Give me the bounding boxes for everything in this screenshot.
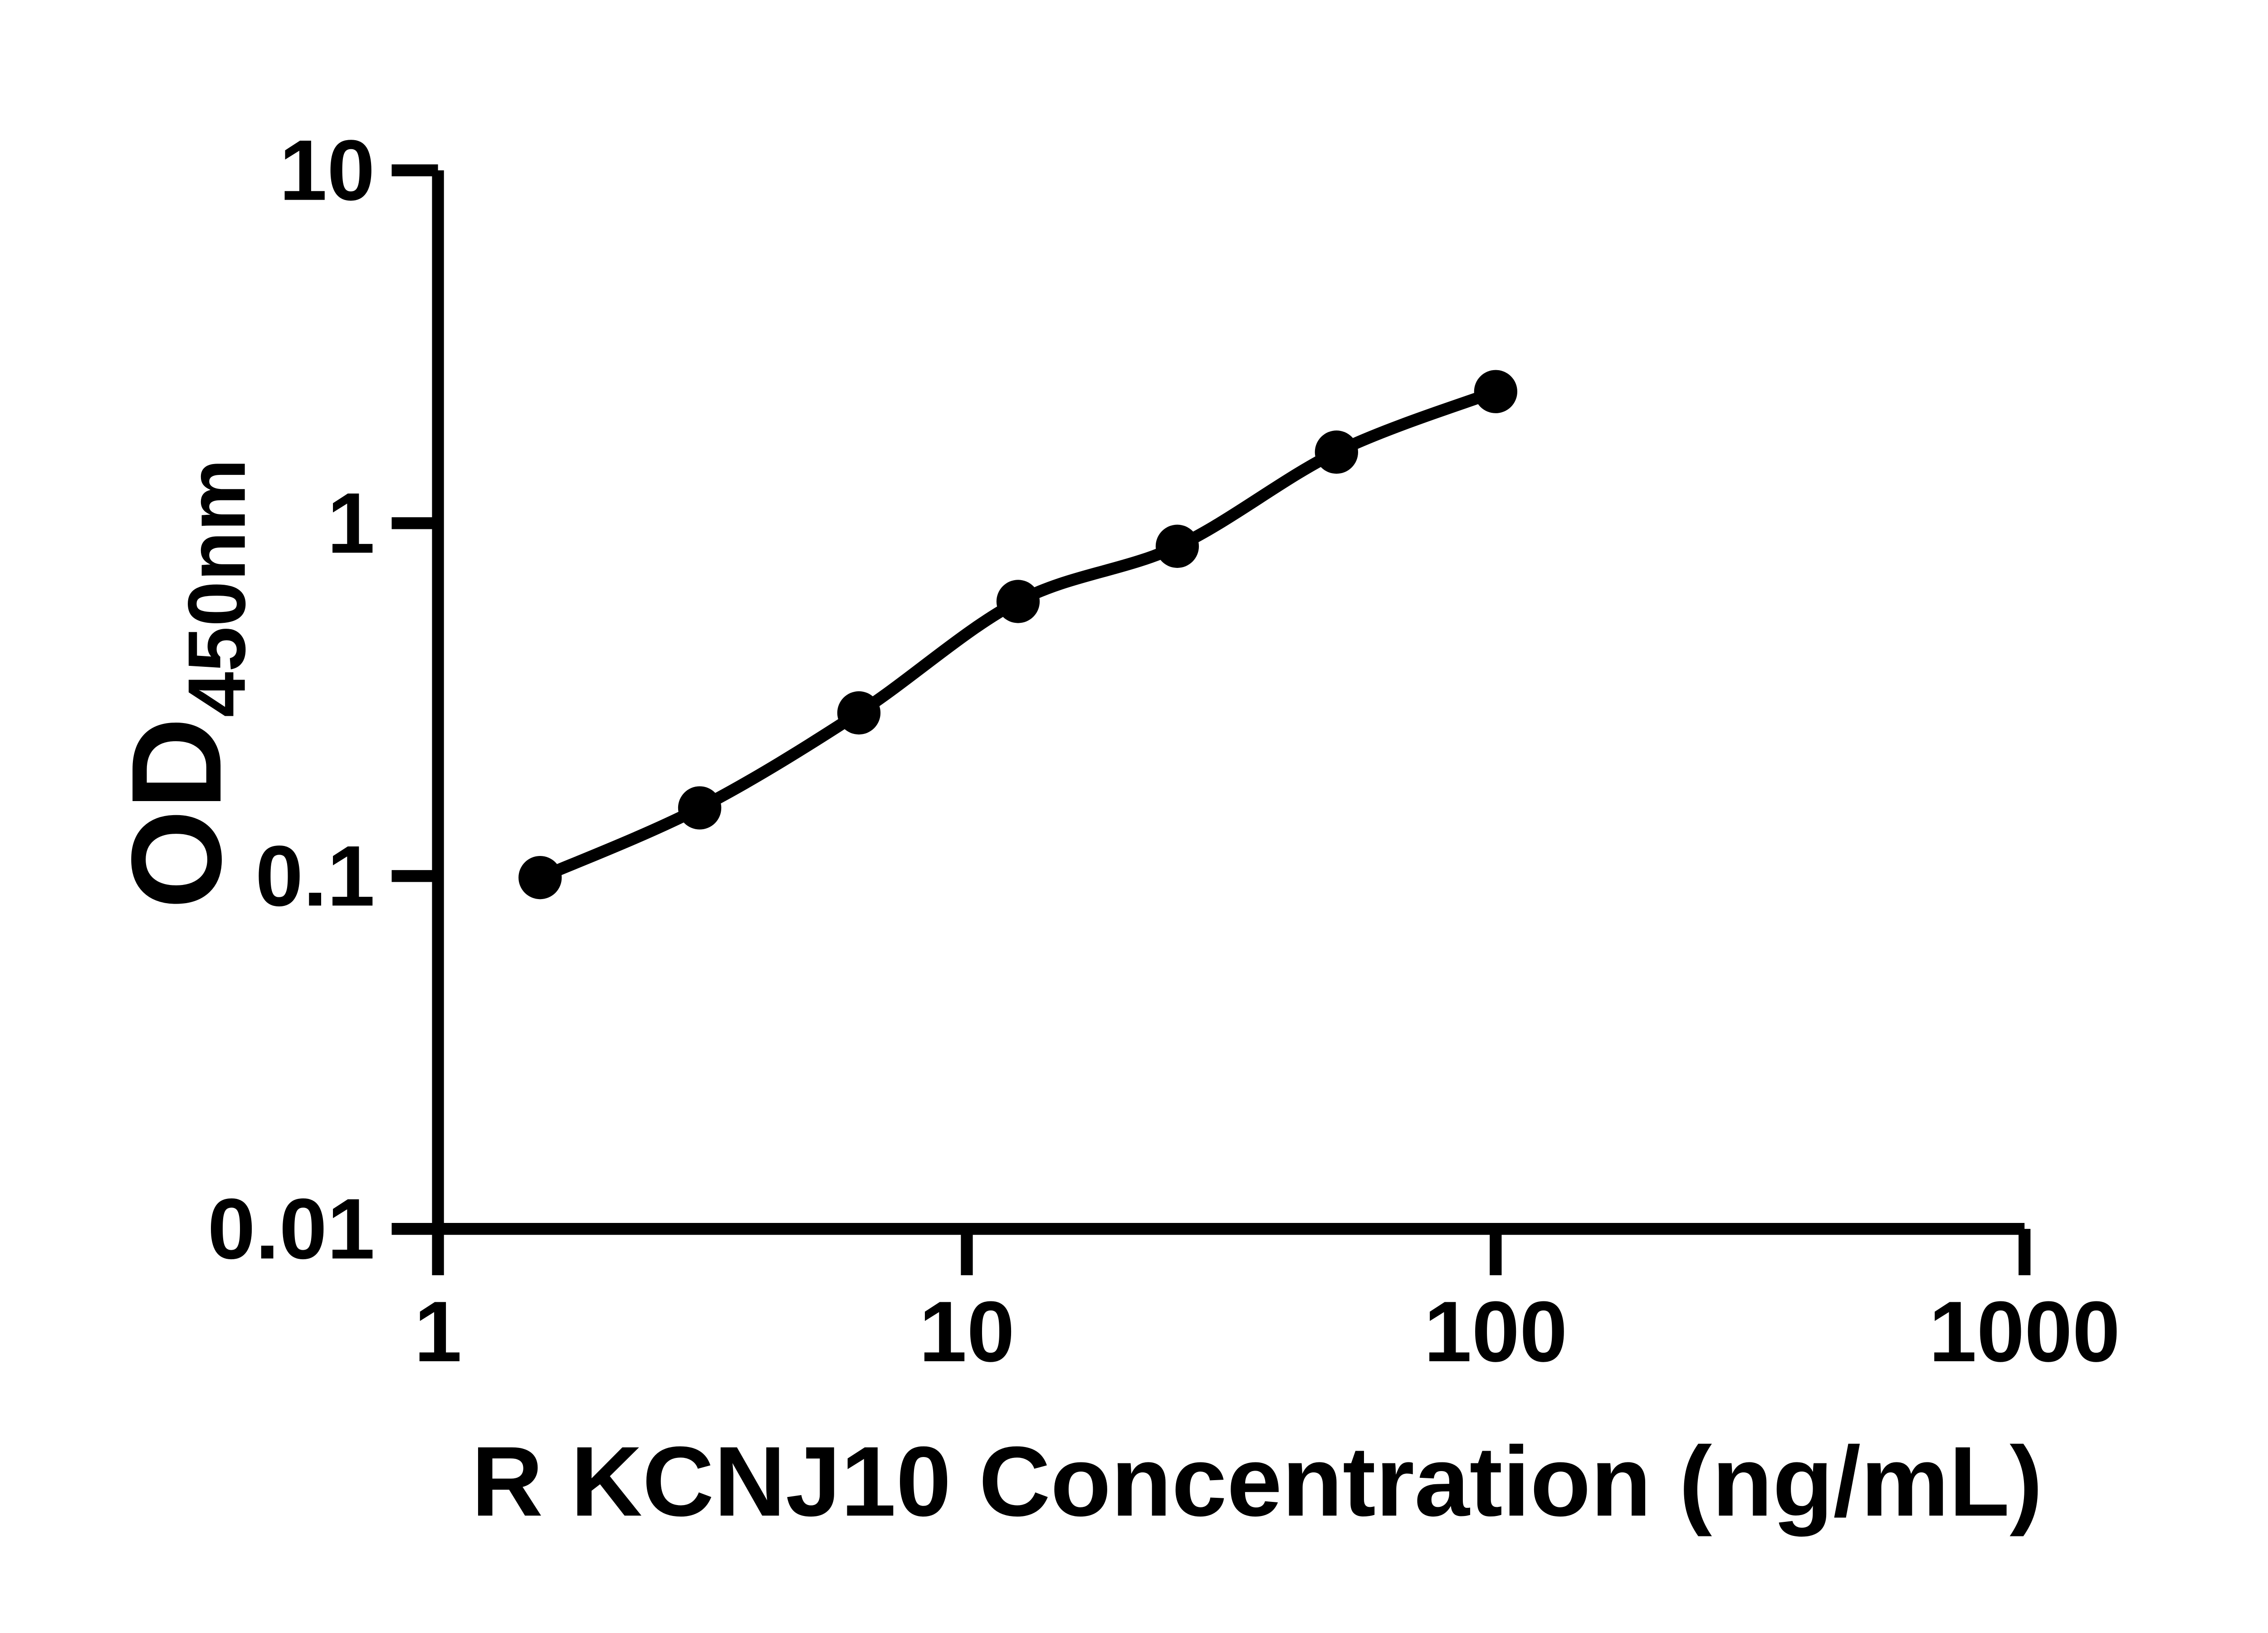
- data-point-marker: [1155, 524, 1199, 568]
- y-axis-tick-labels: 10 1 0.1 0.01: [207, 122, 375, 1277]
- y-tick-label: 0.1: [255, 828, 375, 924]
- x-tick-label: 100: [1424, 1284, 1567, 1380]
- y-axis-title: OD450nm: [105, 459, 262, 909]
- data-point-marker: [518, 856, 562, 900]
- y-axis-title-subscript: 450nm: [171, 459, 263, 717]
- x-axis-title: R KCNJ10 Concentration (ng/mL): [471, 1426, 2043, 1537]
- y-tick-label: 0.01: [207, 1181, 375, 1277]
- data-point-marker: [678, 786, 722, 830]
- x-tick-label: 1000: [1929, 1284, 2120, 1380]
- data-point-marker: [1315, 430, 1359, 474]
- x-tick-label: 1: [414, 1284, 462, 1380]
- y-axis-title-main: OD: [105, 717, 248, 909]
- axis-spines: [432, 170, 2025, 1235]
- y-tick-label: 1: [327, 475, 375, 572]
- y-tick-label: 10: [279, 122, 375, 219]
- x-axis-ticks: [432, 1229, 2031, 1276]
- data-point-marker: [837, 691, 881, 735]
- data-points: [518, 370, 1518, 900]
- data-point-marker: [996, 580, 1040, 623]
- data-point-marker: [1474, 370, 1518, 413]
- y-axis-ticks: [391, 164, 438, 1235]
- x-axis-tick-labels: 1 10 100 1000: [414, 1284, 2120, 1380]
- x-tick-label: 10: [919, 1284, 1015, 1380]
